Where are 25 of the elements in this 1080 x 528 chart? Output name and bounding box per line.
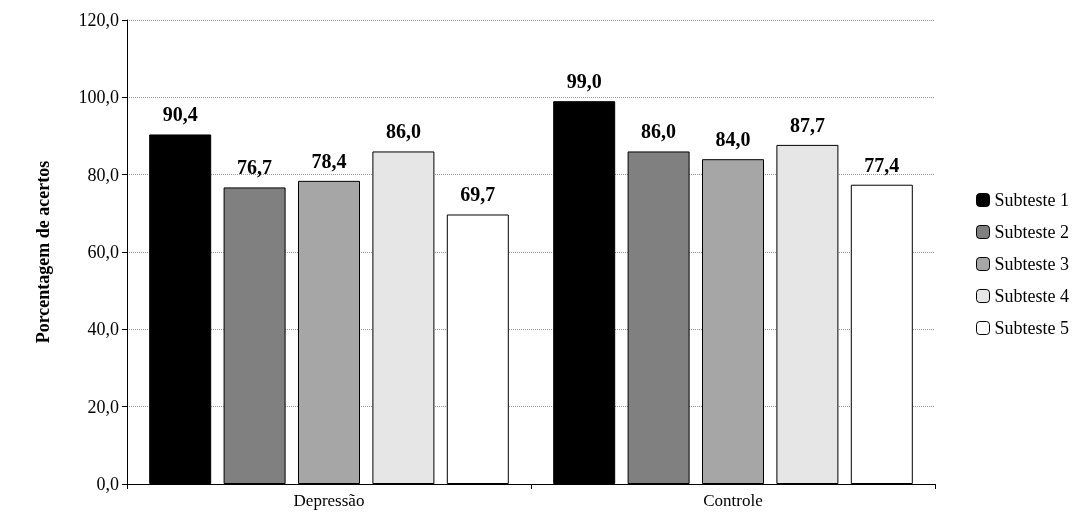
data-label: 90,4 xyxy=(162,103,198,126)
data-label: 84,0 xyxy=(715,128,751,151)
data-label: 69,7 xyxy=(460,183,496,206)
legend-label: Subteste 1 xyxy=(994,190,1069,210)
legend-label: Subteste 2 xyxy=(994,222,1069,242)
x-tick-label: Depressão xyxy=(293,491,365,510)
y-tick-label: 20,0 xyxy=(87,396,119,417)
y-tick-label: 60,0 xyxy=(87,242,119,262)
data-label: 76,7 xyxy=(237,156,273,179)
y-tick-label: 120,0 xyxy=(78,10,119,30)
y-tick-label: 100,0 xyxy=(78,87,119,108)
data-label: 86,0 xyxy=(641,120,677,143)
y-tick-label: 80,0 xyxy=(87,164,119,185)
y-tick-label: 40,0 xyxy=(87,319,119,340)
legend-label: Subteste 5 xyxy=(994,318,1069,338)
data-label: 77,4 xyxy=(864,153,900,176)
data-label: 86,0 xyxy=(385,120,421,143)
legend-label: Subteste 4 xyxy=(994,286,1069,306)
x-tick-label: Controle xyxy=(703,491,763,510)
data-label: 78,4 xyxy=(311,149,347,172)
data-label: 87,7 xyxy=(789,113,825,136)
data-label: 99,0 xyxy=(566,70,602,93)
y-axis-title: Porcentagem de acertos xyxy=(33,160,53,344)
legend-label: Subteste 3 xyxy=(994,254,1069,274)
y-tick-label: 0,0 xyxy=(96,474,119,494)
